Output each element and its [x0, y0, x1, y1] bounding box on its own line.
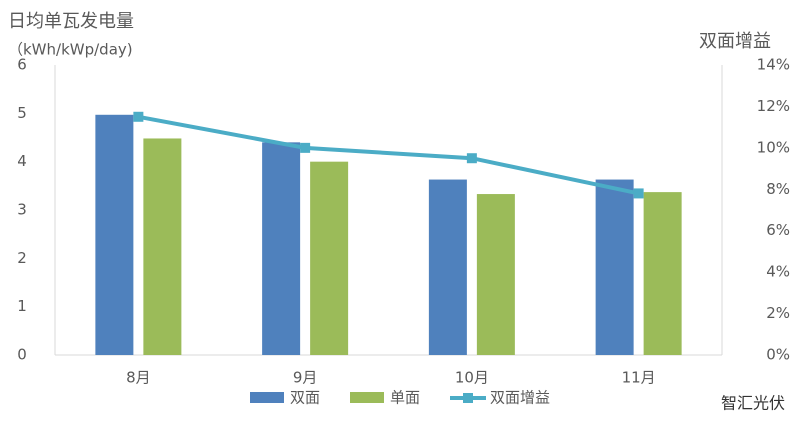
bar	[143, 138, 182, 355]
x-tick-label: 9月	[293, 369, 318, 387]
y-title: 日均单瓦发电量	[8, 11, 134, 32]
watermark: 智汇光伏	[721, 394, 785, 413]
y2-tick-label: 0%	[766, 346, 790, 364]
y2-tick-label: 6%	[766, 221, 790, 239]
legend-label: 双面	[290, 389, 320, 407]
y2-tick-label: 12%	[757, 97, 790, 115]
line-marker	[633, 188, 644, 199]
line	[138, 114, 640, 196]
line-marker	[133, 111, 144, 122]
bar	[262, 142, 301, 355]
x-tick-label: 8月	[126, 369, 151, 387]
y-tick-label: 3	[17, 201, 27, 219]
y-tick-label: 1	[17, 297, 27, 315]
y2-tick-label: 10%	[757, 138, 790, 156]
y-tick-label: 4	[17, 152, 27, 170]
x-tick-label: 11月	[622, 369, 656, 387]
y2-tick-label: 2%	[766, 304, 790, 322]
y-tick-label: 6	[17, 56, 27, 74]
y-tick-label: 5	[17, 104, 27, 122]
bar	[595, 179, 634, 355]
bar	[95, 114, 134, 356]
y-tick-label: 0	[17, 346, 27, 364]
legend-swatch	[350, 392, 384, 403]
line-marker	[466, 153, 477, 164]
y2-tick-label: 14%	[757, 56, 790, 74]
line-marker	[300, 142, 311, 153]
y2-tick-label: 8%	[766, 180, 790, 198]
bar	[428, 179, 467, 355]
bar	[476, 194, 515, 355]
y2-tick-label: 4%	[766, 263, 790, 281]
y-tick-label: 2	[17, 249, 27, 267]
y-unit: （kWh/kWp/day)	[8, 41, 133, 59]
legend-swatch	[250, 392, 284, 403]
legend-swatch	[463, 393, 473, 403]
x-tick-label: 10月	[455, 369, 489, 387]
bar	[310, 161, 349, 355]
bar	[643, 192, 682, 355]
legend-label: 单面	[390, 389, 420, 407]
y2-title: 双面增益	[699, 31, 771, 52]
legend-label: 双面增益	[490, 389, 550, 407]
